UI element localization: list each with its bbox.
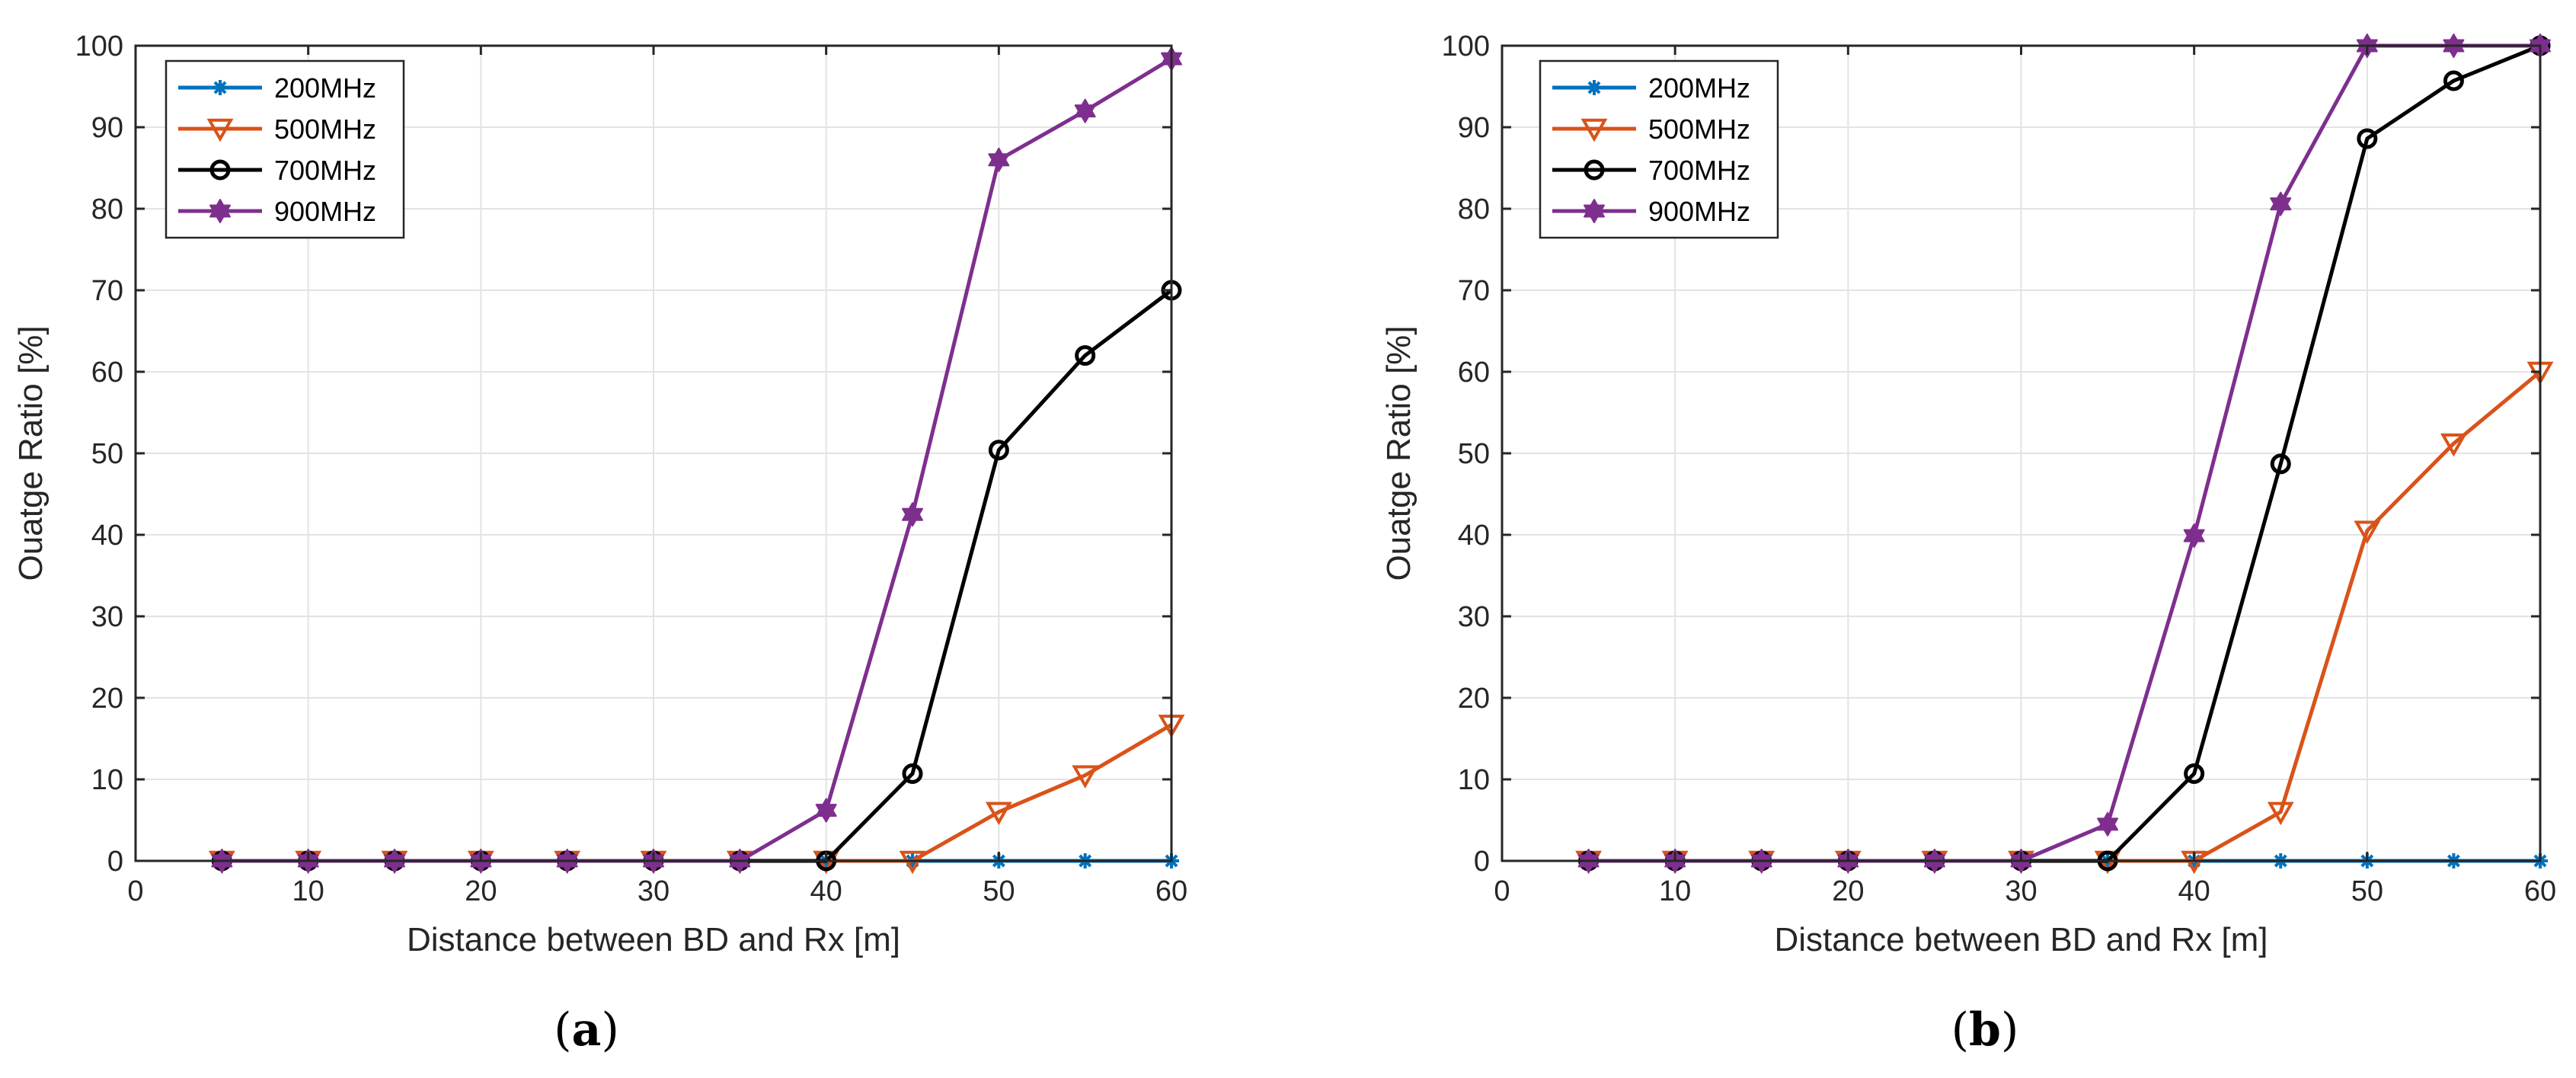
legend-label-700mhz: 700MHz <box>1648 155 1750 186</box>
caption-a: (a) <box>554 1003 619 1057</box>
chart-panel-a: 0 10 20 30 40 50 60 0 10 20 30 40 50 60 70 80 90 100 Dista… <box>12 30 1187 958</box>
legend-label-200mhz: 200MHz <box>1648 72 1750 104</box>
legend-entry-500mhz: 500MHz <box>1552 114 1750 145</box>
y-tick-label-60: 60 <box>1458 357 1490 389</box>
legend: 200MHz 500MHz 700MHz 900MHz <box>165 59 405 239</box>
legend-marker-700mhz <box>1584 159 1605 181</box>
legend-label-700mhz: 700MHz <box>274 155 376 186</box>
legend-marker-200mhz <box>1587 80 1602 95</box>
data-point-900mhz-x40 <box>815 798 837 823</box>
x-tick-label-40: 40 <box>2178 875 2210 907</box>
legend-marker-200mhz <box>213 80 228 95</box>
y-tick-label-50: 50 <box>1458 438 1490 470</box>
x-tick-label-50: 50 <box>2351 875 2383 907</box>
data-point-700mhz-x50 <box>988 440 1009 461</box>
y-tick-label-50: 50 <box>91 438 123 470</box>
caption-b: (b) <box>1951 1003 2019 1057</box>
data-point-900mhz-x40 <box>2183 523 2205 549</box>
legend: 200MHz 500MHz 700MHz 900MHz <box>1539 59 1779 239</box>
y-tick-label-10: 10 <box>1458 764 1490 796</box>
y-tick-label-0: 0 <box>107 846 123 878</box>
y-tick-label-100: 100 <box>75 30 123 62</box>
x-tick-label-30: 30 <box>638 875 670 907</box>
data-point-700mhz-x45 <box>902 763 923 785</box>
y-tick-label-70: 70 <box>1458 275 1490 307</box>
x-tick-label-50: 50 <box>983 875 1015 907</box>
x-tick-label-40: 40 <box>810 875 842 907</box>
data-point-900mhz-x45 <box>902 502 923 527</box>
x-tick-label-30: 30 <box>2005 875 2037 907</box>
data-point-500mhz-x55 <box>2440 433 2467 457</box>
legend-entry-200mhz: 200MHz <box>1552 72 1750 104</box>
legend-label-500mhz: 500MHz <box>1648 114 1750 145</box>
legend-label-900mhz: 900MHz <box>274 196 376 227</box>
x-tick-label-0: 0 <box>127 875 143 907</box>
data-point-900mhz-x50 <box>988 147 1010 172</box>
data-point-700mhz-x55 <box>2443 70 2464 91</box>
y-tick-label-90: 90 <box>1458 112 1490 144</box>
caption-a-letter: a <box>572 1003 602 1057</box>
y-tick-label-60: 60 <box>91 357 123 389</box>
y-tick-label-100: 100 <box>1442 30 1490 62</box>
chart-panel-b: 0 10 20 30 40 50 60 0 10 20 30 40 50 60 70 80 90 100 Dista… <box>1380 30 2556 958</box>
data-point-500mhz-x45 <box>2267 801 2294 826</box>
legend-entry-900mhz: 900MHz <box>178 196 376 227</box>
legend-label-900mhz: 900MHz <box>1648 196 1750 227</box>
x-tick-label-20: 20 <box>465 875 497 907</box>
y-tick-label-80: 80 <box>1458 194 1490 226</box>
y-tick-label-40: 40 <box>1458 520 1490 552</box>
legend-marker-700mhz <box>209 159 231 181</box>
data-point-900mhz-x45 <box>2270 191 2292 216</box>
data-point-900mhz-x35 <box>2097 811 2119 836</box>
legend-label-500mhz: 500MHz <box>274 114 376 145</box>
caption-b-letter: b <box>1969 1003 2001 1057</box>
y-tick-label-20: 20 <box>91 683 123 715</box>
ticks: 0 10 20 30 40 50 60 0 10 20 30 40 50 60 70 80 90 100 <box>1442 30 2557 907</box>
legend-entry-200mhz: 200MHz <box>178 72 376 104</box>
y-axis-label: Ouatge Ratio [%] <box>12 325 50 581</box>
x-tick-label-60: 60 <box>1155 875 1187 907</box>
legend-label-200mhz: 200MHz <box>274 72 376 104</box>
y-tick-label-40: 40 <box>91 520 123 552</box>
data-point-700mhz-x50 <box>2357 128 2378 149</box>
x-tick-label-20: 20 <box>1832 875 1864 907</box>
data-point-700mhz-x40 <box>2184 763 2205 785</box>
y-tick-label-70: 70 <box>91 275 123 307</box>
data-point-700mhz-x45 <box>2270 453 2291 475</box>
x-axis-label: Distance between BD and Rx [m] <box>407 921 900 958</box>
legend-marker-900mhz <box>1584 199 1605 223</box>
x-tick-label-60: 60 <box>2524 875 2556 907</box>
y-tick-label-30: 30 <box>91 601 123 633</box>
x-tick-label-10: 10 <box>1659 875 1691 907</box>
ticks: 0 10 20 30 40 50 60 0 10 20 30 40 50 60 70 80 90 100 <box>75 30 1188 907</box>
data-point-500mhz-x55 <box>1072 765 1099 789</box>
legend-box <box>165 59 405 239</box>
data-point-500mhz-x50 <box>985 801 1012 826</box>
legend-marker-500mhz <box>1580 118 1608 142</box>
legend-entry-900mhz: 900MHz <box>1552 196 1750 227</box>
y-tick-label-30: 30 <box>1458 601 1490 633</box>
x-axis-label: Distance between BD and Rx [m] <box>1774 921 2268 958</box>
y-tick-label-10: 10 <box>91 764 123 796</box>
y-axis-label: Ouatge Ratio [%] <box>1380 325 1417 581</box>
y-tick-label-0: 0 <box>1474 846 1490 878</box>
legend-box <box>1539 59 1779 239</box>
data-point-900mhz-x55 <box>1074 98 1096 123</box>
legend-entry-500mhz: 500MHz <box>178 114 376 145</box>
legend-entry-700mhz: 700MHz <box>1552 155 1750 186</box>
legend-marker-900mhz <box>209 199 231 223</box>
legend-marker-500mhz <box>206 118 234 142</box>
legend-entry-700mhz: 700MHz <box>178 155 376 186</box>
data-point-500mhz-x50 <box>2354 520 2381 544</box>
y-tick-label-80: 80 <box>91 194 123 226</box>
x-tick-label-0: 0 <box>1494 875 1510 907</box>
y-tick-label-20: 20 <box>1458 683 1490 715</box>
x-tick-label-10: 10 <box>292 875 324 907</box>
data-point-700mhz-x55 <box>1075 345 1096 366</box>
y-tick-label-90: 90 <box>91 112 123 144</box>
